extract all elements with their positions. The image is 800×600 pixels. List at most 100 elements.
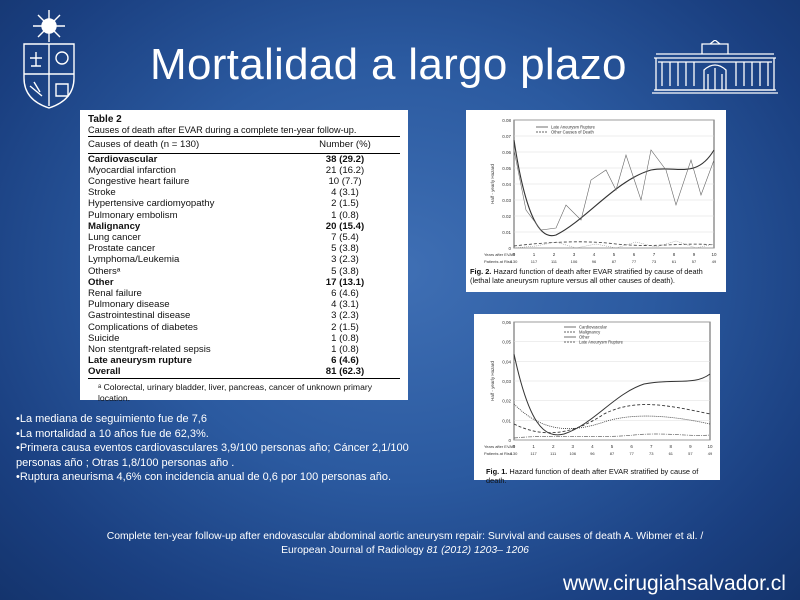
number-cell: 81 (62.3) [290, 366, 400, 379]
legend-entry: Late Aneurysm Rupture [551, 125, 596, 130]
y-tick-label: 0,03 [502, 379, 511, 384]
summary-bullets: •La mediana de seguimiento fue de 7,6 •L… [16, 412, 456, 485]
table-row: Non stentgraft-related sepsis 1 (0.8) [88, 344, 400, 355]
number-cell: 1 (0.8) [331, 344, 359, 356]
table-row: Myocardial infarction 21 (16.2) [88, 165, 400, 176]
x-axis-label: Years after EVAR [484, 444, 515, 449]
figure-2-caption-label: Fig. 2. [470, 267, 492, 276]
cause-cell: Complications of diabetes [88, 321, 198, 333]
header-number: Number (%) [290, 136, 400, 154]
cause-cell: Overall [88, 366, 290, 379]
table-row: Prostate cancer 5 (3.8) [88, 243, 400, 254]
legend-entry: Other [579, 335, 590, 340]
cause-cell: Gastrointestinal disease [88, 310, 191, 322]
header-cause: Causes of death (n = 130) [88, 136, 290, 154]
risk-value: 96 [592, 259, 597, 264]
number-cell: 17 (13.1) [325, 276, 365, 288]
risk-label: Patients at Risk [484, 451, 512, 456]
risk-label: Patients at Risk [484, 259, 512, 264]
legend-entry: Malignancy [579, 330, 601, 335]
x-tick-label: 9 [689, 444, 692, 449]
risk-value: 117 [530, 451, 537, 456]
number-cell: 3 (2.3) [331, 310, 359, 322]
table-header-row: Causes of death (n = 130) Number (%) [88, 136, 400, 154]
y-axis-label: Half - yearly Hazard [490, 361, 495, 401]
number-cell: 5 (3.8) [331, 243, 359, 255]
table-row: Hypertensive cardiomyopathy 2 (1.5) [88, 198, 400, 209]
risk-value: 57 [692, 259, 697, 264]
number-cell: 6 (4.6) [331, 355, 359, 367]
risk-value: 130 [511, 259, 518, 264]
table-row: Stroke 4 (3.1) [88, 187, 400, 198]
number-cell: 6 (4.6) [331, 288, 359, 300]
x-tick-label: 2 [552, 444, 555, 449]
legend-entry: Late Aneurysm Rupture [579, 340, 624, 345]
table-row: Cardiovascular 38 (29.2) [88, 153, 400, 165]
cause-cell: Pulmonary embolism [88, 209, 178, 221]
number-cell: 1 (0.8) [331, 332, 359, 344]
cause-cell: Suicide [88, 332, 120, 344]
x-tick-label: 3 [573, 252, 576, 257]
university-crest-logo [23, 10, 75, 109]
citation-line-1: Complete ten-year follow-up after endova… [106, 531, 704, 542]
table-row: Complications of diabetes 2 (1.5) [88, 322, 400, 333]
number-cell: 10 (7.7) [328, 176, 362, 188]
number-cell: 2 (1.5) [331, 321, 359, 333]
y-tick-label: 0.07 [502, 134, 511, 139]
number-cell: 38 (29.2) [325, 153, 365, 165]
figure-2-plot: 0.080.070.060.050.040.030.020.0100130111… [484, 118, 717, 264]
table-row: Late aneurysm rupture 6 (4.6) [88, 355, 400, 366]
number-cell: 1 (0.8) [331, 209, 359, 221]
table: Causes of death (n = 130) Number (%) Car… [88, 136, 400, 379]
table-row: Othersᵃ 5 (3.8) [88, 266, 400, 277]
number-cell: 4 (3.1) [331, 299, 359, 311]
cause-cell: Stroke [88, 187, 116, 199]
cause-cell: Pulmonary disease [88, 299, 170, 311]
number-cell: 20 (15.4) [325, 220, 365, 232]
series-line [513, 404, 711, 434]
bullet-item: •Ruptura aneurisma 4,6% con incidencia a… [16, 471, 392, 484]
y-tick-label: 0,05 [502, 340, 511, 345]
series-line [513, 149, 715, 231]
page-title: Mortalidad a largo plazo [150, 40, 627, 89]
x-tick-label: 10 [711, 252, 717, 257]
number-cell: 2 (1.5) [331, 198, 359, 210]
cause-cell: Myocardial infarction [88, 164, 176, 176]
figure-1-plot: 0,06 0,05 0,04 0,03 0,02 0,01 00 130 1 117 2 111 3 10… [484, 320, 713, 456]
series-line [513, 403, 711, 429]
risk-value: 73 [649, 451, 654, 456]
y-tick-label: 0,04 [502, 359, 511, 364]
cause-cell: Other [88, 276, 114, 288]
cause-cell: Cardiovascular [88, 153, 158, 165]
legend-entry: Cardiovascular [579, 325, 608, 330]
series-line [513, 353, 711, 436]
y-tick-label: 0.01 [502, 230, 511, 235]
x-tick-label: 8 [673, 252, 676, 257]
table-body: Cardiovascular 38 (29.2) Myocardial infarc… [88, 153, 400, 379]
x-tick-label: 2 [553, 252, 556, 257]
x-tick-label: 5 [611, 444, 614, 449]
risk-value: 87 [612, 259, 617, 264]
number-cell: 7 (5.4) [331, 232, 359, 244]
x-tick-label: 4 [593, 252, 596, 257]
table-row: Lymphoma/Leukemia 3 (2.3) [88, 254, 400, 265]
x-tick-label: 9 [693, 252, 696, 257]
y-tick-label: 0,06 [502, 320, 511, 325]
risk-value: 130 [511, 451, 518, 456]
y-tick-label: 0,02 [502, 399, 511, 404]
risk-value: 49 [712, 259, 717, 264]
table-row: Congestive heart failure 10 (7.7) [88, 176, 400, 187]
table-row: Suicide 1 (0.8) [88, 333, 400, 344]
risk-value: 49 [708, 451, 713, 456]
risk-value: 61 [672, 259, 677, 264]
hospital-building-logo [652, 40, 778, 94]
table-row: Renal failure 6 (4.6) [88, 288, 400, 299]
x-axis-label: Years after EVAR [484, 252, 515, 257]
cause-cell: Renal failure [88, 288, 142, 300]
x-tick-label: 3 [572, 444, 575, 449]
x-tick-label: 10 [707, 444, 713, 449]
risk-value: 106 [569, 451, 576, 456]
number-cell: 21 (16.2) [325, 164, 365, 176]
citation-line-2: European Journal of Radiology 81 (2012) … [60, 544, 750, 558]
number-cell: 5 (3.8) [331, 265, 359, 277]
